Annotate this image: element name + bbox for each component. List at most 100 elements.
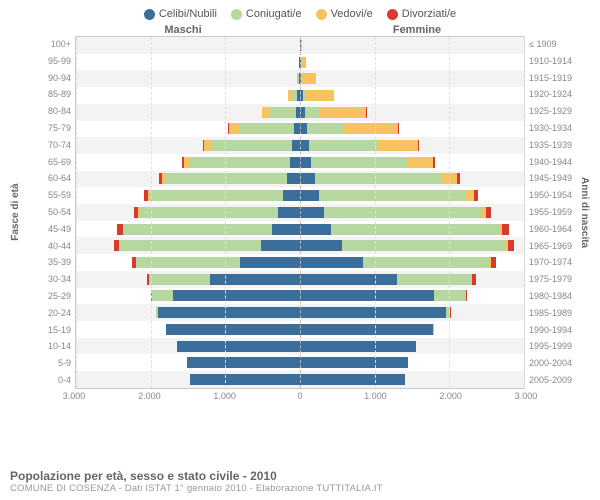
age-tick: 95-99 — [23, 53, 75, 70]
x-axis: 3.0002.0001.00001.0002.0003.000 — [0, 391, 600, 403]
bar-segment — [158, 307, 300, 318]
birth-tick: 1945-1949 — [525, 170, 577, 187]
y-axis-label-left: Fasce di età — [8, 36, 23, 389]
bar-segment — [300, 224, 331, 235]
bar-segment — [508, 240, 514, 251]
legend-item: Divorziati/e — [387, 8, 456, 20]
bar-segment — [301, 57, 306, 68]
bar-segment — [240, 257, 300, 268]
legend-label: Celibi/Nubili — [159, 8, 217, 20]
birth-tick: 1980-1984 — [525, 288, 577, 305]
bar-segment — [270, 107, 295, 118]
legend-swatch — [144, 9, 155, 20]
bar-segment — [166, 324, 300, 335]
age-tick: 20-24 — [23, 305, 75, 322]
age-tick: 70-74 — [23, 137, 75, 154]
bar-segment — [300, 374, 405, 385]
x-tick: 1.000 — [364, 391, 387, 401]
x-tick: 3.000 — [515, 391, 538, 401]
bar-segment — [190, 374, 301, 385]
bar-segment — [300, 357, 408, 368]
age-tick: 60-64 — [23, 170, 75, 187]
bar-segment — [300, 257, 363, 268]
age-tick: 15-19 — [23, 322, 75, 339]
bar-segment — [262, 107, 270, 118]
age-tick: 55-59 — [23, 187, 75, 204]
age-tick: 65-69 — [23, 154, 75, 171]
bar-segment — [300, 157, 311, 168]
captions: Popolazione per età, sesso e stato civil… — [10, 469, 590, 494]
birth-tick: 1910-1914 — [525, 53, 577, 70]
bar-segment — [278, 207, 300, 218]
bar-segment — [190, 157, 291, 168]
legend-swatch — [387, 9, 398, 20]
birth-tick: 1985-1989 — [525, 305, 577, 322]
bar-segment — [229, 123, 239, 134]
x-ticks: 3.0002.0001.00001.0002.0003.000 — [74, 391, 526, 403]
header-male: Maschi — [66, 24, 300, 36]
bar-segment — [177, 341, 300, 352]
bar-segment — [397, 274, 472, 285]
age-tick: 35-39 — [23, 254, 75, 271]
bar-segment — [472, 274, 475, 285]
gridline — [76, 37, 77, 388]
x-tick: 2.000 — [439, 391, 462, 401]
bar-segment — [486, 207, 491, 218]
bar-segment — [300, 123, 307, 134]
bar-segment — [187, 357, 300, 368]
birth-tick: 2005-2009 — [525, 372, 577, 389]
bar-segment — [378, 140, 418, 151]
bar-segment — [307, 123, 344, 134]
birth-tick: 1970-1974 — [525, 254, 577, 271]
birth-tick: 1935-1939 — [525, 137, 577, 154]
legend-item: Celibi/Nubili — [144, 8, 217, 20]
birth-tick: 1955-1959 — [525, 204, 577, 221]
bar-segment — [331, 224, 499, 235]
bar-segment — [210, 274, 300, 285]
bar-segment — [408, 157, 433, 168]
chart-subtitle: COMUNE DI COSENZA - Dati ISTAT 1° gennai… — [10, 483, 590, 494]
birth-tick: 1915-1919 — [525, 70, 577, 87]
gridline — [524, 37, 525, 388]
bar-segment — [502, 224, 509, 235]
gridline — [225, 37, 226, 388]
age-tick: 40-44 — [23, 238, 75, 255]
bar-segment — [300, 341, 416, 352]
bar-segment — [302, 73, 315, 84]
bar-segment — [324, 207, 481, 218]
bar-segment — [433, 157, 435, 168]
bar-segment — [465, 190, 474, 201]
centerline — [300, 37, 301, 388]
legend-swatch — [316, 9, 327, 20]
bar-segment — [305, 107, 318, 118]
legend-label: Coniugati/e — [246, 8, 302, 20]
bar-segment — [261, 240, 300, 251]
bar-segment — [124, 224, 272, 235]
bar-segment — [491, 257, 496, 268]
gridline — [449, 37, 450, 388]
y-axis-label-right: Anni di nascita — [577, 36, 592, 389]
bar-segment — [300, 140, 309, 151]
bar-segment — [287, 173, 300, 184]
bar-segment — [474, 190, 478, 201]
birth-tick: 1995-1999 — [525, 338, 577, 355]
bar-segment — [204, 140, 212, 151]
age-tick: 45-49 — [23, 221, 75, 238]
bar-segment — [305, 90, 333, 101]
bar-segment — [344, 123, 398, 134]
age-tick: 0-4 — [23, 372, 75, 389]
bar-segment — [300, 290, 434, 301]
birth-tick: 1975-1979 — [525, 271, 577, 288]
legend-label: Divorziati/e — [402, 8, 456, 20]
bar-segment — [212, 140, 292, 151]
bar-segment — [466, 290, 467, 301]
bar-segment — [149, 274, 210, 285]
bar-segment — [272, 224, 300, 235]
legend-swatch — [231, 9, 242, 20]
birth-ticks: ≤ 19091910-19141915-19191920-19241925-19… — [525, 36, 577, 389]
age-tick: 10-14 — [23, 338, 75, 355]
legend-item: Vedovi/e — [316, 8, 373, 20]
header-female: Femmine — [300, 24, 534, 36]
bar-segment — [292, 140, 300, 151]
age-tick: 25-29 — [23, 288, 75, 305]
